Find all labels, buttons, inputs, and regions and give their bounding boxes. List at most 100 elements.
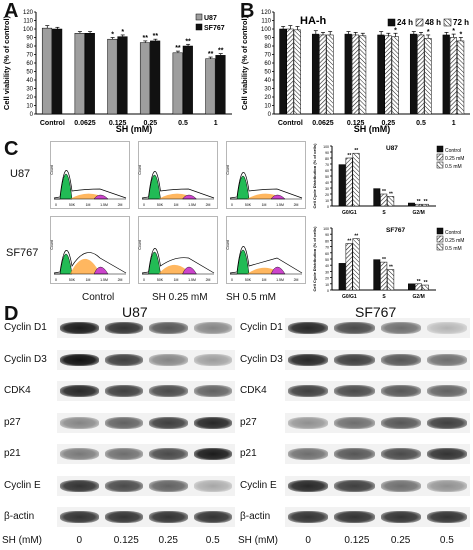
blot-band (193, 511, 232, 523)
histogram-outline (229, 246, 303, 274)
histogram-tick-label: 1.5M (276, 203, 284, 207)
blot-row-sf767 (285, 349, 470, 370)
blot-band (149, 511, 188, 523)
bar-0.25-mm (380, 261, 388, 291)
dose-label: 0.25 (158, 535, 178, 546)
bar-0.5-mm (421, 203, 429, 207)
legend-label: U87 (204, 15, 217, 22)
bar-u87 (205, 58, 216, 115)
y-tick-label: 90 (26, 36, 33, 42)
histogram-count-label: Count (138, 165, 142, 174)
significance-label: ** (424, 280, 428, 286)
dose-label: 0 (305, 535, 311, 546)
histogram-outline (141, 171, 215, 199)
protein-label-sf767: CDK4 (240, 385, 267, 396)
significance-label: ** (382, 257, 386, 263)
bar-0.25-mm (380, 193, 388, 207)
flow-histogram: 0 50K 1M 1.5M 2M Count (50, 141, 130, 209)
bar-control (338, 164, 346, 207)
significance-label: ** (218, 48, 224, 55)
histogram-count-label: Count (226, 240, 230, 249)
blot-row-u87 (57, 475, 235, 496)
s-phase-region (158, 193, 187, 199)
blot-band (334, 322, 375, 334)
blot-band (149, 353, 188, 366)
g0g1-peak (230, 250, 250, 275)
histogram-tick-label: 2M (206, 203, 211, 207)
legend-swatch (436, 243, 444, 251)
chart-title: U87 (386, 145, 398, 152)
significance-label: ** (208, 51, 214, 58)
blot-row-u87 (57, 318, 235, 338)
blot-row-sf767 (285, 412, 470, 433)
y-tick-label: 120 (261, 10, 272, 16)
histogram-frame (226, 141, 306, 209)
blot-band (60, 416, 99, 429)
legend-label: 0.5 mM (445, 246, 462, 252)
y-tick-label: 100 (23, 27, 34, 33)
y-tick-label: 100 (261, 27, 272, 33)
flow-histogram: 0 50K 1M 1.5M 2M Count (226, 141, 306, 209)
y-tick-label: 60 (325, 169, 329, 173)
histogram-tick-label: 50K (245, 278, 252, 282)
histogram-tick-label: 2M (206, 278, 211, 282)
histogram-tick-label: 2M (118, 278, 123, 282)
bar-48-h (351, 34, 360, 115)
blot-title-sf767: SF767 (355, 304, 397, 320)
bar-u87 (172, 52, 183, 115)
significance-label: * (394, 27, 397, 34)
blot-band (380, 511, 421, 523)
significance-label: ** (382, 189, 386, 195)
blot-band (380, 416, 421, 429)
bar-72-h (326, 34, 334, 115)
histogram-tick-label: 50K (69, 278, 76, 282)
legend-swatch (436, 153, 444, 161)
y-tick-label: 30 (26, 87, 33, 93)
significance-label: * (121, 29, 124, 36)
dose-axis-label-sf767: SH (mM) (238, 535, 278, 546)
bar-0.5-mm (352, 238, 360, 291)
bar-24-h (377, 34, 385, 115)
x-axis-label: SH (mM) (116, 124, 153, 134)
histogram-tick-label: 1M (174, 278, 179, 282)
legend-swatch (195, 23, 203, 31)
x-tick-label: 0.0625 (312, 120, 334, 127)
s-phase-region (158, 264, 187, 274)
blot-band (149, 479, 188, 492)
bar-control (338, 263, 346, 291)
protein-label-u87: p21 (4, 448, 21, 459)
bar-0.25-mm (414, 203, 422, 207)
y-axis-label: Cell viability (% of control) (240, 15, 249, 110)
x-tick-label: Control (40, 120, 65, 127)
protein-label-sf767: Cyclin E (240, 479, 277, 491)
bar-sf767 (182, 45, 193, 115)
significance-label: ** (143, 35, 149, 42)
bar-48-h (449, 37, 458, 115)
bar-u87 (41, 27, 53, 115)
y-tick-label: 0 (268, 112, 272, 118)
blot-band (104, 385, 143, 397)
y-tick-label: 110 (23, 19, 33, 25)
y-tick-label: 80 (264, 44, 271, 50)
y-tick-label: 40 (325, 264, 329, 268)
histogram-tick-label: 0 (231, 278, 233, 282)
y-tick-label: 60 (325, 252, 329, 256)
protein-label-u87: β-actin (4, 511, 35, 522)
histogram-frame (226, 216, 306, 284)
y-tick-label: 10 (325, 199, 329, 203)
legend-label: 48 h (425, 18, 441, 27)
g2m-peak (182, 266, 197, 275)
x-tick-label: 0.25 (382, 120, 396, 127)
blot-row-sf767 (285, 475, 470, 496)
blot-band (380, 353, 421, 366)
significance-label: ** (424, 199, 428, 205)
protein-label-u87: p27 (4, 416, 21, 428)
y-tick-label: 40 (325, 181, 329, 185)
blot-band (380, 479, 421, 492)
histogram-count-label: Count (226, 165, 230, 174)
significance-label: ** (185, 38, 191, 45)
y-tick-label: 80 (325, 239, 329, 243)
y-tick-label: 90 (325, 151, 329, 155)
protein-label-sf767: p21 (240, 448, 257, 459)
bar-control (408, 283, 415, 291)
